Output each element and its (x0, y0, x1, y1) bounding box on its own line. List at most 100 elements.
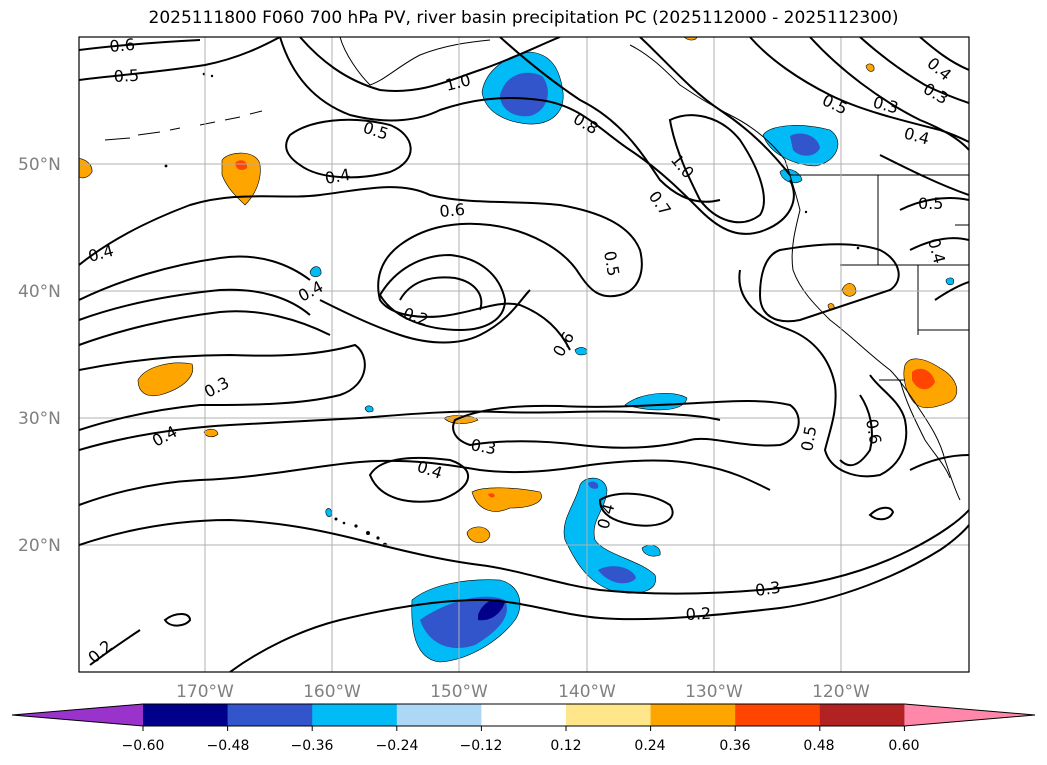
contour-label: 0.5 (918, 194, 943, 213)
colorbar-tick-label: −0.12 (460, 738, 503, 754)
colorbar-swatch (396, 704, 482, 726)
contour-line (79, 288, 311, 321)
contour-line (668, 114, 765, 224)
shade-positive (235, 160, 248, 171)
colorbar-tick-label: −0.24 (376, 738, 419, 754)
colorbar-swatch (12, 704, 143, 726)
shade-positive (466, 526, 491, 543)
contour-line (79, 310, 331, 346)
contour-line (598, 492, 674, 527)
contour-label: 0.3 (754, 578, 782, 600)
colorbar-swatch (650, 704, 736, 726)
contour-line (79, 255, 531, 344)
lon-label-160w: 160°W (303, 682, 361, 702)
contour-label: 0.6 (109, 35, 136, 56)
contour-line (79, 509, 969, 595)
lon-label-150w: 150°W (430, 682, 488, 702)
lat-label-30n: 30°N (18, 409, 61, 429)
shade-negative (945, 277, 955, 286)
lon-label-130w: 130°W (685, 682, 743, 702)
shade-positive (865, 63, 875, 72)
contour-line (299, 37, 561, 92)
contour-line (499, 37, 721, 203)
colorbar-tick-label: 0.48 (803, 738, 834, 754)
colorbar-swatch (735, 704, 821, 726)
latitude-labels: 50°N 40°N 30°N 20°N (18, 155, 61, 556)
contour-line (89, 629, 141, 666)
lon-label-140w: 140°W (558, 682, 616, 702)
colorbar-swatch (227, 704, 313, 726)
contour-label: 0.4 (323, 165, 351, 188)
lat-label-40n: 40°N (18, 282, 61, 302)
contour-labels: 0.6 0.5 1.0 0.8 0.5 0.4 0.5 0.3 0.4 0.4 … (84, 35, 955, 667)
contour-line (79, 37, 281, 81)
shade-negative (598, 566, 636, 584)
shade-negative (325, 508, 332, 517)
contour-line (285, 118, 412, 179)
contour-line (378, 253, 507, 332)
colorbar-ticks (142, 726, 905, 731)
shade-positive (203, 428, 219, 438)
contour-line (839, 394, 873, 467)
shade-negative (588, 481, 599, 489)
contour-label: 0.3 (469, 435, 497, 458)
contour-line (639, 37, 791, 176)
contour-label: 0.6 (862, 417, 885, 445)
longitude-labels: 170°W 160°W 150°W 140°W 130°W 120°W (176, 682, 870, 702)
shade-negative (309, 266, 322, 278)
contour-line (758, 243, 900, 323)
shade-negative (500, 72, 548, 117)
colorbar-tick-label: −0.36 (291, 738, 334, 754)
shade-negative (478, 599, 505, 621)
colorbar-tick-label: 0.36 (719, 738, 750, 754)
contour-label: 0.2 (685, 604, 711, 624)
colorbar-tick-label: 0.12 (550, 738, 581, 754)
colorbar-swatch (819, 704, 905, 726)
colorbar-swatches (11, 703, 1036, 727)
colorbar-swatch (143, 704, 229, 726)
colorbar-swatch (566, 704, 652, 726)
contour-line (79, 39, 201, 51)
shade-negative (790, 133, 820, 156)
lat-label-50n: 50°N (18, 155, 61, 175)
map-frame (78, 36, 970, 673)
contour-line (368, 456, 470, 503)
contour-line (919, 37, 969, 71)
contour-line (452, 400, 800, 449)
contour-line (229, 524, 969, 672)
contour-line (79, 410, 721, 451)
colorbar-swatch (904, 704, 1035, 726)
colorbar-tick-label: −0.60 (122, 738, 165, 754)
lon-label-170w: 170°W (176, 682, 234, 702)
shade-positive (488, 493, 495, 498)
lon-label-120w: 120°W (812, 682, 870, 702)
contour-line (868, 506, 895, 521)
shade-positive (221, 152, 261, 206)
shade-negative (574, 347, 588, 356)
contour-line (79, 343, 366, 431)
colorbar-tick-label: 0.60 (888, 738, 919, 754)
shade-negative (364, 405, 374, 413)
contour-line (399, 276, 483, 311)
shade-positive (841, 283, 857, 297)
shade-positive (912, 368, 935, 390)
pv-contours (79, 37, 969, 672)
colorbar: −0.60 −0.48 −0.36 −0.24 −0.12 0.12 0.24 … (11, 703, 1036, 754)
colorbar-swatch (312, 704, 398, 726)
lat-label-20n: 20°N (18, 536, 61, 556)
contour-label: 0.5 (797, 424, 820, 452)
contour-label: 0.5 (600, 249, 623, 277)
colorbar-tick-label: −0.48 (207, 738, 250, 754)
colorbar-tick-labels: −0.60 −0.48 −0.36 −0.24 −0.12 0.12 0.24 … (122, 738, 920, 754)
contour-line (749, 37, 969, 143)
contour-line (909, 454, 969, 471)
map-plot-area: 0.6 0.5 1.0 0.8 0.5 0.4 0.5 0.3 0.4 0.4 … (79, 35, 969, 672)
contour-line (859, 37, 969, 104)
map-title: 2025111800 F060 700 hPa PV, river basin … (148, 8, 899, 28)
contour-label: 0.5 (113, 66, 139, 86)
contour-line (279, 37, 795, 235)
contour-label: 0.6 (439, 200, 466, 221)
contour-line (163, 613, 192, 627)
contour-line (899, 197, 969, 301)
